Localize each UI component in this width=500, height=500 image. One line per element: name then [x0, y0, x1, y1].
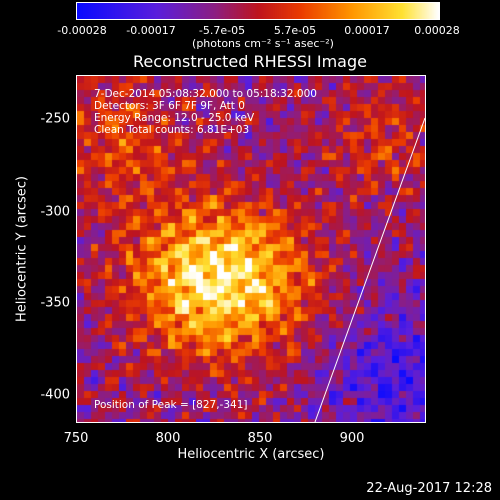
info-energy-range: Energy Range: 12.0 - 25.0 keV: [94, 112, 255, 124]
y-axis-label: Heliocentric Y (arcsec): [14, 176, 30, 322]
colorbar-tick-label: 5.7e-05: [273, 24, 317, 37]
colorbar-tick-label: -5.7e-05: [198, 24, 246, 37]
colorbar-units: (photons cm⁻² s⁻¹ asec⁻²): [192, 37, 334, 50]
colorbar-tick-label: 0.00017: [344, 24, 390, 37]
colorbar-tick-label: 0.00028: [414, 24, 460, 37]
x-axis-label: Heliocentric X (arcsec): [177, 447, 325, 462]
plot-timestamp: 22-Aug-2017 12:28: [366, 481, 492, 496]
limb-line: [314, 117, 425, 422]
info-clean-counts: Clean Total counts: 6.81E+03: [94, 124, 250, 136]
y-tick-label: -250: [40, 111, 70, 127]
x-tick-label: 750: [63, 431, 89, 446]
rhessi-image-map: [77, 76, 425, 422]
colorbar-tick-label: -0.00028: [57, 24, 107, 37]
y-tick-label: -350: [40, 295, 70, 311]
plot-title: Reconstructed RHESSI Image: [133, 52, 367, 71]
y-tick-label: -400: [40, 387, 70, 403]
y-tick-label: -300: [40, 204, 70, 220]
info-time-range: 7-Dec-2014 05:08:32.000 to 05:18:32.000: [94, 88, 317, 100]
colorbar: [76, 2, 440, 20]
image-plot: [76, 75, 426, 423]
x-tick-label: 900: [339, 431, 365, 446]
x-tick-label: 800: [155, 431, 181, 446]
info-detectors: Detectors: 3F 6F 7F 9F, Att 0: [94, 100, 245, 112]
x-tick-label: 850: [247, 431, 273, 446]
info-peak-position: Position of Peak = [827,-341]: [94, 399, 248, 411]
colorbar-tick-label: -0.00017: [126, 24, 176, 37]
